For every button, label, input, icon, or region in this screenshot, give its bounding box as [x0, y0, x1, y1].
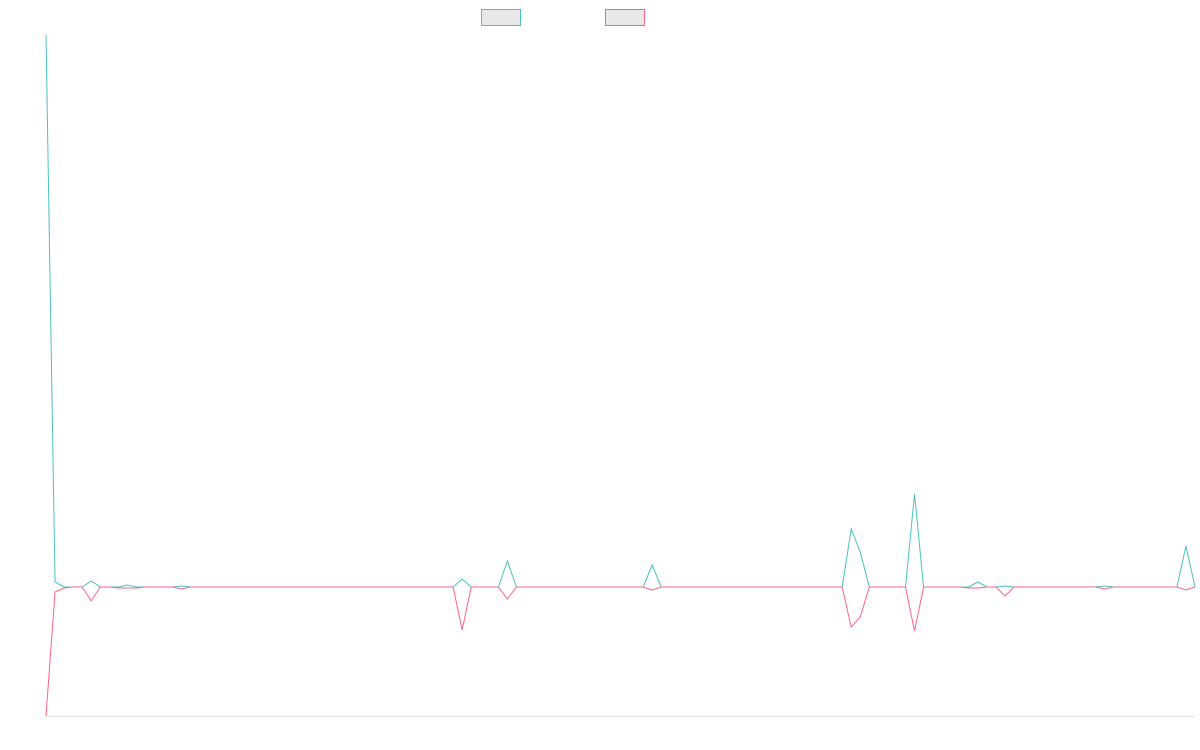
data-line: [45, 34, 1196, 588]
legend-swatch[interactable]: [605, 9, 645, 26]
legend-swatch[interactable]: [481, 9, 521, 26]
data-line: [45, 586, 1196, 717]
